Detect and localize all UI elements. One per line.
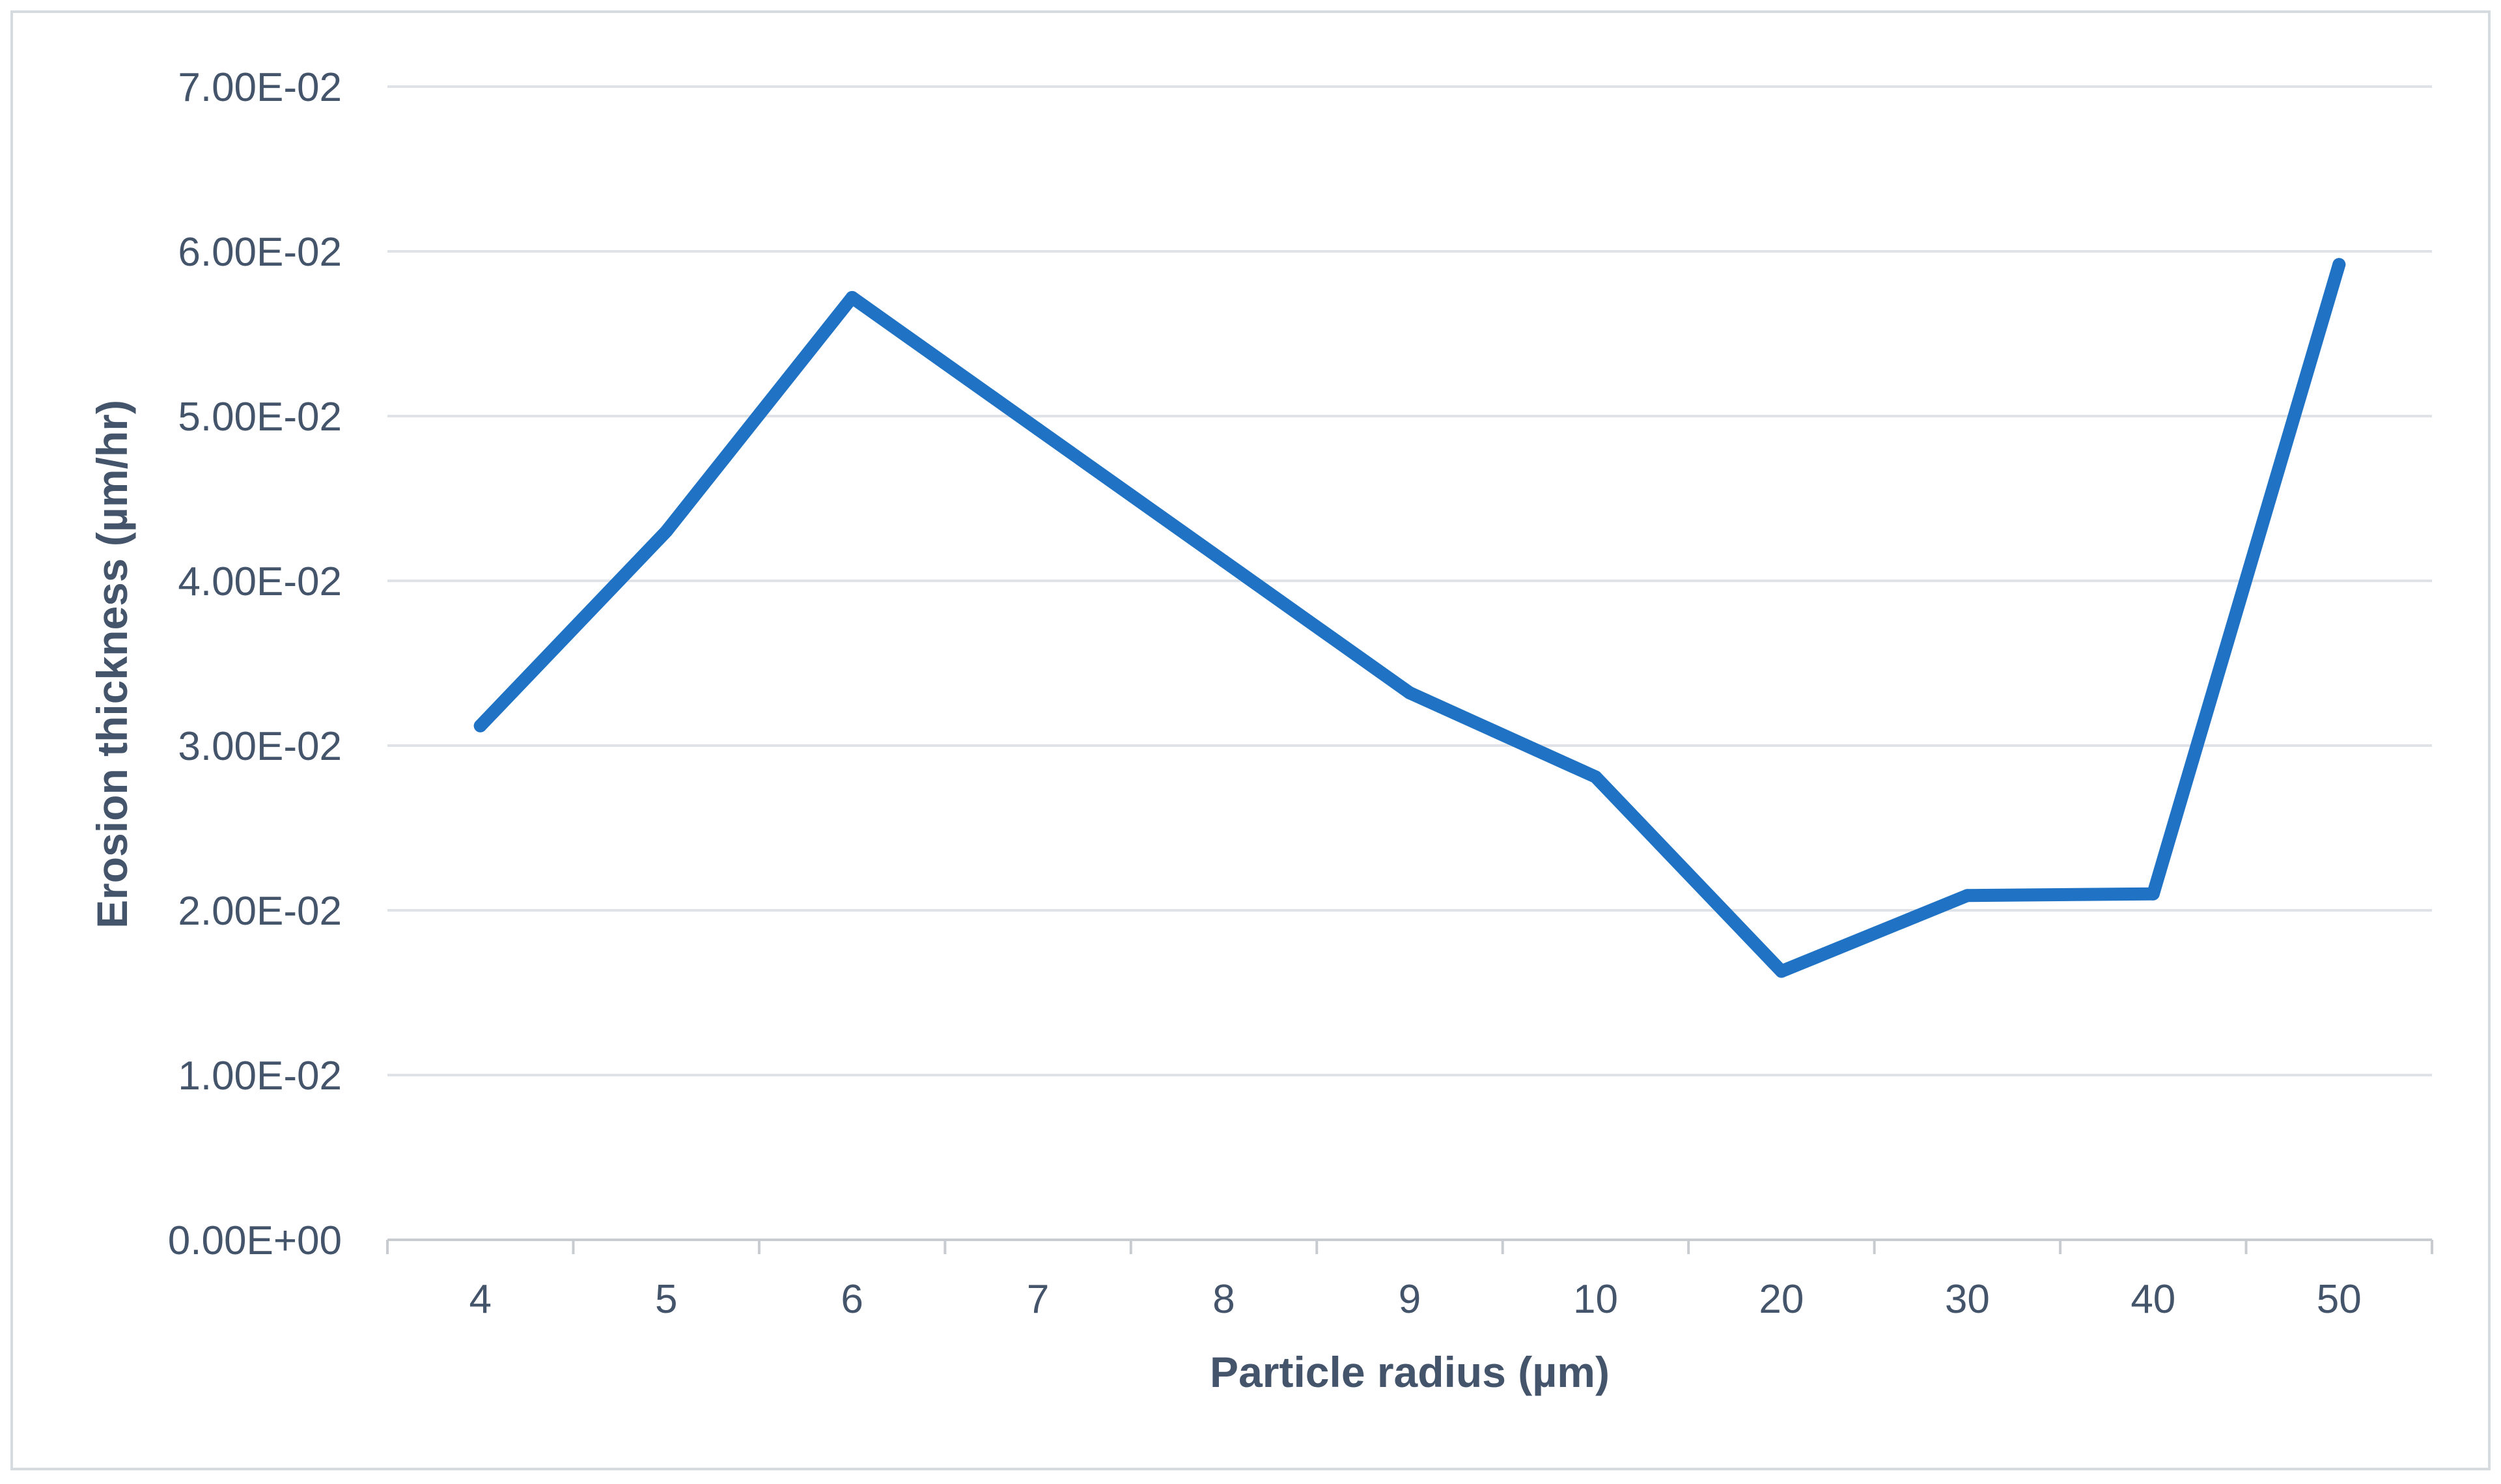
x-tick-label: 6 (841, 1277, 863, 1322)
y-tick-label: 0.00E+00 (168, 1218, 342, 1263)
y-tick-label: 5.00E-02 (178, 395, 342, 440)
y-tick-label: 7.00E-02 (178, 65, 342, 110)
x-tick-label: 7 (1027, 1277, 1049, 1322)
y-tick-label: 4.00E-02 (178, 559, 342, 604)
y-tick-label: 1.00E-02 (178, 1054, 342, 1099)
x-tick-label: 10 (1573, 1277, 1618, 1322)
data-point (1774, 964, 1788, 978)
chart-border (10, 10, 2491, 1470)
y-tick-label: 2.00E-02 (178, 889, 342, 934)
x-tick-label: 9 (1399, 1277, 1421, 1322)
x-tick-label: 30 (1945, 1277, 1990, 1322)
x-tick-label: 4 (469, 1277, 491, 1322)
y-axis-tick-labels: 0.00E+00 1.00E-02 2.00E-02 3.00E-02 4.00E-02… (168, 65, 342, 1263)
data-point (1589, 770, 1602, 784)
x-axis (386, 1239, 2433, 1254)
x-tick-label: 40 (2131, 1277, 2175, 1322)
data-point (1961, 889, 1974, 903)
data-point (1403, 686, 1416, 700)
y-axis-title: Erosion thickness (µm/hr) (88, 400, 136, 929)
gridlines (387, 85, 2432, 1076)
data-point (660, 525, 673, 539)
x-tick-label: 5 (655, 1277, 677, 1322)
data-point (2332, 258, 2346, 272)
y-tick-label: 3.00E-02 (178, 724, 342, 769)
x-axis-title: Particle radius (µm) (1210, 1348, 1610, 1396)
x-tick-label: 50 (2317, 1277, 2362, 1322)
x-tick-label: 20 (1759, 1277, 1804, 1322)
x-tick-label: 8 (1212, 1277, 1235, 1322)
x-axis-tick-labels: 4 5 6 7 8 9 10 20 30 40 50 (469, 1277, 2361, 1322)
series-layer (473, 258, 2346, 978)
data-point (1031, 423, 1045, 436)
data-point (1217, 554, 1231, 568)
data-point (473, 719, 487, 733)
y-tick-label: 6.00E-02 (178, 230, 342, 275)
data-point (2146, 887, 2160, 901)
data-point (845, 290, 859, 304)
